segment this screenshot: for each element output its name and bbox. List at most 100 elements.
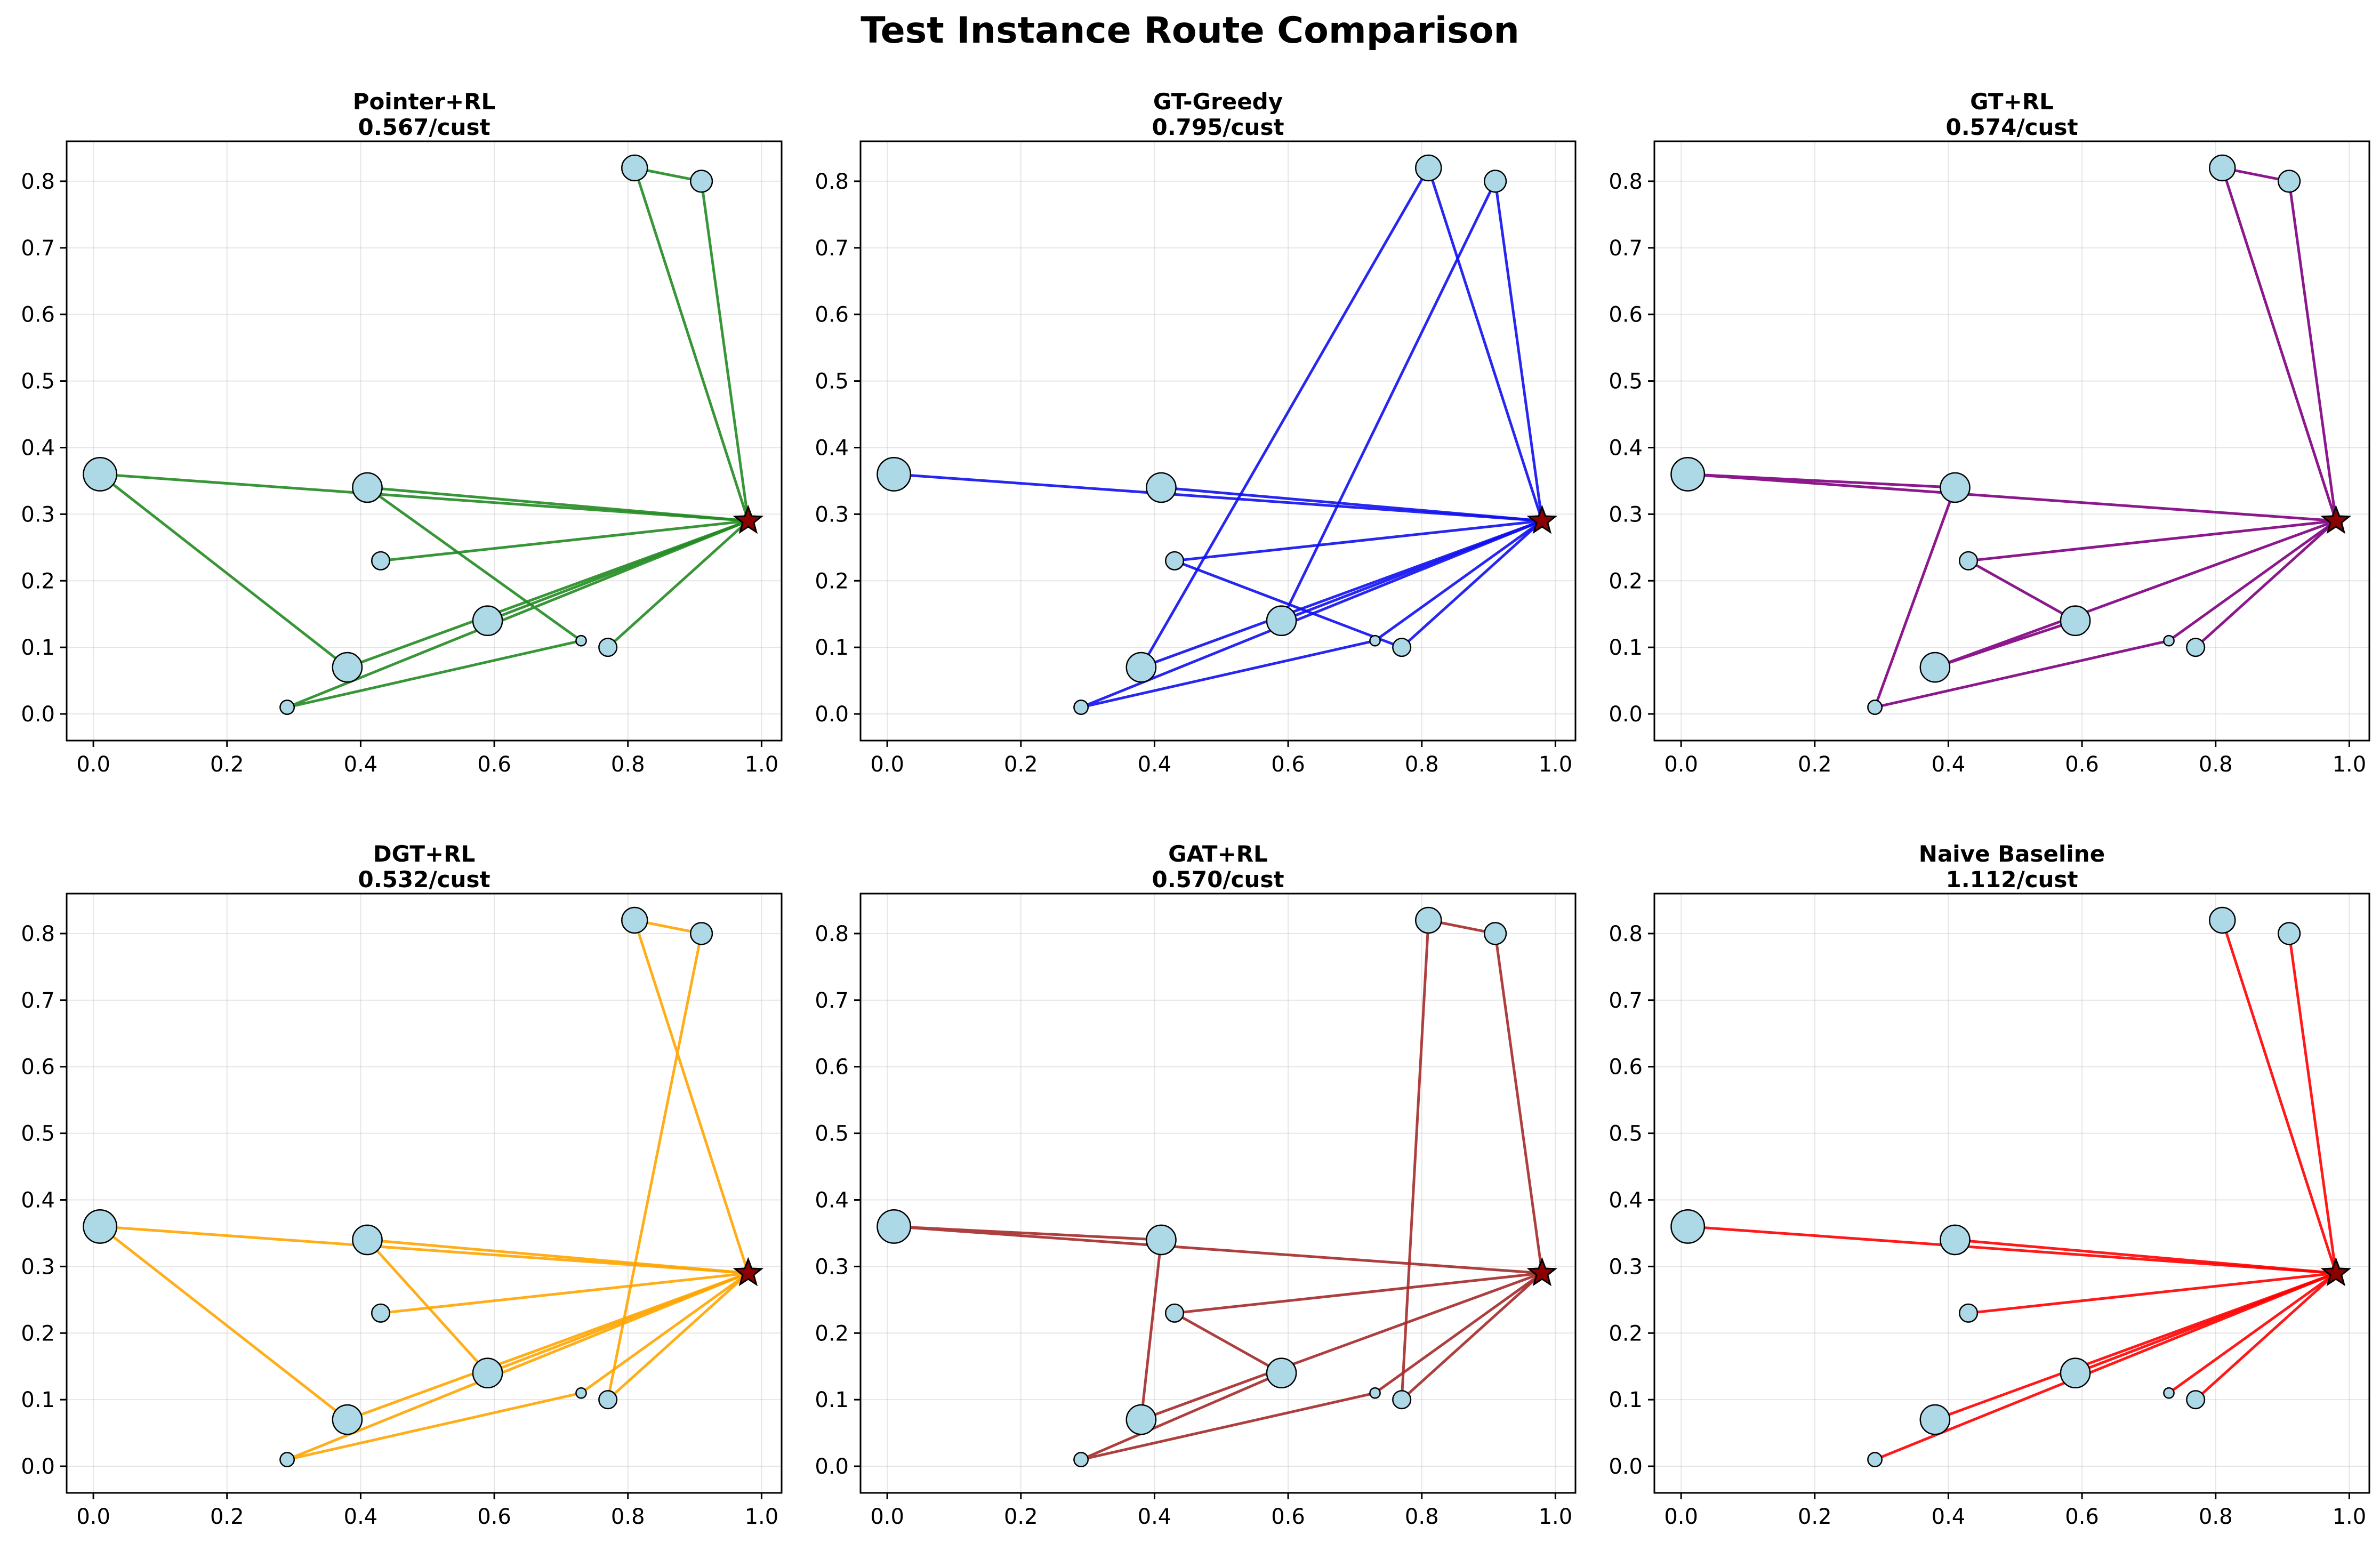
panel-score: 0.570/cust <box>1152 866 1284 893</box>
x-tick-label: 0.0 <box>76 752 110 777</box>
x-tick-label: 1.0 <box>2333 752 2367 777</box>
y-tick-label: 0.6 <box>21 303 55 327</box>
y-tick-label: 0.5 <box>1609 1122 1643 1146</box>
x-tick-label: 0.2 <box>1798 1505 1832 1529</box>
customer-point <box>1073 700 1089 716</box>
y-tick-label: 0.1 <box>815 636 849 660</box>
panel-title: GT-Greedy <box>1153 89 1283 115</box>
customer-point <box>689 170 713 193</box>
y-tick-label: 0.4 <box>815 436 849 460</box>
customer-point <box>877 456 912 492</box>
customer-point <box>352 1224 383 1256</box>
customer-point <box>2186 638 2206 657</box>
x-tick-label: 1.0 <box>745 1505 779 1529</box>
customer-point <box>2163 634 2175 647</box>
x-tick-label: 0.0 <box>870 1505 904 1529</box>
x-tick-label: 1.0 <box>745 752 779 777</box>
panel-score: 0.532/cust <box>358 866 490 893</box>
customer-point <box>1164 551 1185 570</box>
route-line <box>1080 519 1543 709</box>
customer-point <box>575 1387 587 1399</box>
customer-point <box>621 906 648 934</box>
x-tick-label: 0.2 <box>1004 752 1038 777</box>
y-tick-label: 0.3 <box>1609 1255 1643 1279</box>
axes-frame <box>66 893 783 1494</box>
depot-star <box>2320 1257 2352 1287</box>
customer-point <box>332 1404 363 1435</box>
route-line <box>606 520 749 649</box>
y-tick-label: 0.0 <box>815 702 849 727</box>
customer-point <box>472 605 503 637</box>
figure-title: Test Instance Route Comparison <box>861 10 1519 52</box>
route-line <box>2221 166 2337 521</box>
y-tick-label: 0.7 <box>21 236 55 261</box>
customer-point <box>1146 472 1177 503</box>
y-tick-label: 0.7 <box>815 989 849 1013</box>
customer-point <box>2060 605 2091 637</box>
panel-score: 0.574/cust <box>1945 114 2078 140</box>
customer-point <box>2163 1387 2175 1399</box>
customer-point <box>1940 472 1971 503</box>
route-line <box>1160 486 1542 523</box>
x-tick-label: 0.4 <box>1138 752 1172 777</box>
panel-title: Pointer+RL <box>353 89 496 115</box>
customer-point <box>1940 1224 1971 1256</box>
x-tick-label: 0.2 <box>210 752 244 777</box>
route-line <box>633 166 750 521</box>
y-tick-label: 0.1 <box>21 1388 55 1412</box>
y-tick-label: 0.1 <box>815 1388 849 1412</box>
panel-score: 0.795/cust <box>1152 114 1284 140</box>
depot-star <box>1526 504 1558 534</box>
y-tick-label: 0.7 <box>1609 236 1643 261</box>
x-tick-label: 0.2 <box>210 1505 244 1529</box>
customer-point <box>1415 906 1442 934</box>
customer-point <box>1415 154 1442 182</box>
customer-point <box>2277 170 2301 193</box>
route-line <box>99 1225 749 1421</box>
customer-point <box>1483 922 1507 945</box>
customer-point <box>2209 154 2236 182</box>
y-tick-label: 0.3 <box>815 502 849 527</box>
y-tick-label: 0.1 <box>1609 636 1643 660</box>
y-tick-label: 0.4 <box>21 436 55 460</box>
y-tick-label: 0.4 <box>815 1188 849 1212</box>
customer-point <box>1369 1387 1381 1399</box>
customer-point <box>877 1209 912 1244</box>
customer-point <box>1867 1452 1883 1468</box>
route-line <box>1080 1272 1543 1461</box>
customer-point <box>1073 1452 1089 1468</box>
route-line <box>286 1272 749 1461</box>
x-tick-label: 0.0 <box>870 752 904 777</box>
x-tick-label: 0.0 <box>76 1505 110 1529</box>
customer-point <box>352 472 383 503</box>
panel-title: DGT+RL <box>373 841 476 867</box>
x-tick-label: 0.0 <box>1664 1505 1698 1529</box>
route-line <box>1953 1238 2336 1275</box>
y-tick-label: 0.1 <box>21 636 55 660</box>
route-line <box>892 1225 1543 1421</box>
y-tick-label: 0.6 <box>815 1055 849 1080</box>
customer-point <box>1919 652 1951 683</box>
y-tick-label: 0.4 <box>21 1188 55 1212</box>
y-tick-label: 0.2 <box>815 569 849 593</box>
customer-point <box>689 922 713 945</box>
customer-point <box>472 1357 503 1389</box>
route-line <box>2288 932 2337 1274</box>
x-tick-label: 0.4 <box>1932 1505 1966 1529</box>
panel-3: GT+RL0.574/cust 0.0 0.2 0.4 0.6 0.8 1.0 0.0 0.1 0… <box>1609 89 2370 777</box>
x-tick-label: 0.8 <box>611 1505 645 1529</box>
route-line <box>366 1238 749 1375</box>
x-tick-label: 0.4 <box>344 752 378 777</box>
route-line <box>2194 520 2337 649</box>
y-tick-label: 0.5 <box>815 1122 849 1146</box>
customer-point <box>1369 634 1381 647</box>
customer-point <box>621 154 648 182</box>
y-tick-label: 0.3 <box>1609 502 1643 527</box>
y-tick-label: 0.0 <box>1609 1454 1643 1479</box>
y-tick-label: 0.8 <box>815 922 849 946</box>
route-line <box>1280 180 1543 622</box>
y-tick-label: 0.3 <box>21 502 55 527</box>
axes-frame <box>859 140 1577 742</box>
